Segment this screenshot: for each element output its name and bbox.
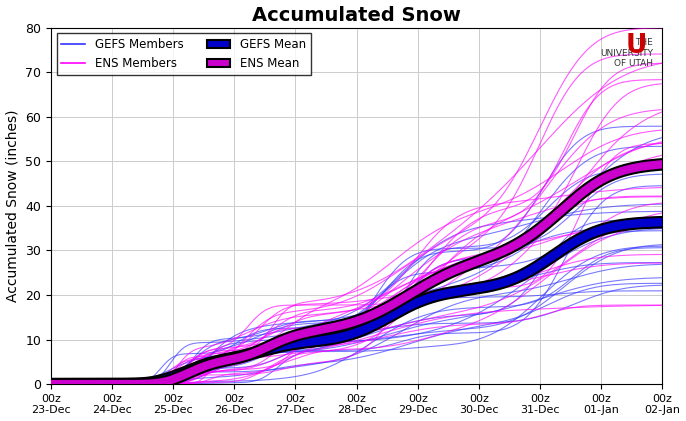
Legend: GEFS Members, ENS Members, GEFS Mean, ENS Mean: GEFS Members, ENS Members, GEFS Mean, EN… — [57, 33, 311, 75]
Title: Accumulated Snow: Accumulated Snow — [252, 5, 461, 24]
Y-axis label: Accumulated Snow (inches): Accumulated Snow (inches) — [5, 109, 20, 302]
Text: U: U — [626, 33, 648, 59]
Text: THE
UNIVERSITY
OF UTAH: THE UNIVERSITY OF UTAH — [600, 38, 653, 68]
